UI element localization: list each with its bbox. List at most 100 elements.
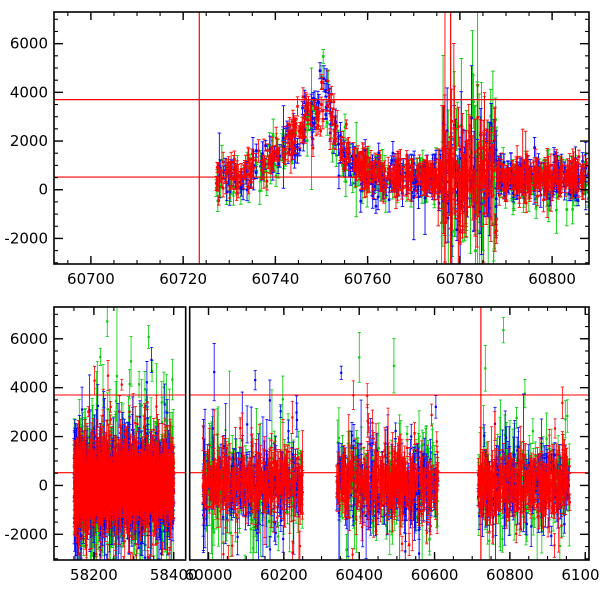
data-point [224, 168, 228, 172]
data-point [501, 170, 504, 173]
data-point [457, 125, 460, 128]
data-point [481, 146, 485, 150]
data-point [495, 166, 499, 170]
data-point [493, 231, 497, 235]
data-point [298, 148, 302, 152]
data-point [342, 147, 346, 151]
data-point [306, 106, 309, 110]
data-point [571, 185, 574, 189]
data-point [533, 172, 537, 176]
data-point [454, 179, 458, 182]
data-point [229, 187, 232, 190]
data-point [499, 180, 503, 184]
data-point [284, 148, 287, 151]
data-point [445, 159, 449, 162]
data-point [414, 178, 417, 182]
data-point [456, 190, 459, 194]
data-point [414, 182, 418, 186]
data-point [430, 163, 434, 167]
data-point [463, 196, 467, 199]
data-point [376, 161, 379, 165]
data-point [302, 124, 306, 127]
data-point [441, 215, 445, 218]
data-point [568, 160, 571, 163]
data-point [313, 122, 316, 125]
data-point [301, 106, 304, 110]
data-point [466, 173, 469, 177]
data-point [350, 154, 354, 158]
data-point [525, 182, 529, 186]
data-point [572, 190, 576, 194]
data-point [262, 165, 265, 168]
data-point [549, 187, 553, 190]
data-point [586, 197, 589, 200]
data-point [464, 190, 468, 194]
data-point [426, 183, 429, 187]
data-point [220, 177, 224, 180]
data-point [390, 181, 394, 185]
data-point [327, 91, 331, 95]
data-point [522, 164, 526, 167]
data-point [334, 153, 338, 157]
data-point [245, 188, 249, 192]
data-point [341, 154, 344, 157]
data-point [419, 177, 423, 181]
data-point [311, 123, 315, 127]
data-point [373, 173, 377, 176]
data-point [491, 168, 495, 172]
data-point [423, 196, 427, 200]
data-point [371, 194, 374, 198]
data-point [444, 221, 447, 224]
data-point [555, 208, 558, 212]
data-point [220, 159, 224, 162]
data-point [284, 136, 287, 139]
data-point [474, 249, 477, 252]
data-point [354, 176, 357, 180]
data-point [357, 167, 360, 170]
data-point [293, 140, 297, 144]
data-point [536, 194, 539, 198]
data-point [405, 165, 409, 169]
data-point [266, 149, 269, 152]
data-point [577, 155, 581, 159]
data-point [230, 182, 233, 186]
data-point [428, 167, 432, 171]
data-point [492, 139, 496, 143]
data-point [563, 170, 566, 174]
data-point [498, 180, 501, 184]
data-point [381, 186, 385, 190]
data-point [437, 201, 441, 205]
data-point [273, 163, 276, 166]
data-point [236, 170, 239, 174]
data-point [406, 169, 410, 172]
data-point [326, 105, 329, 108]
data-point [254, 171, 258, 175]
data-point [270, 146, 274, 150]
data-point [446, 168, 450, 172]
data-point [305, 139, 309, 142]
data-point [555, 173, 558, 177]
data-point [262, 162, 266, 165]
data-point [364, 157, 368, 161]
data-point [258, 189, 262, 193]
data-point [343, 125, 347, 129]
data-point [553, 164, 557, 168]
data-point [257, 149, 260, 153]
data-point [511, 191, 515, 195]
data-point [311, 116, 314, 120]
data-point [412, 196, 416, 199]
data-point [232, 160, 236, 164]
data-point [378, 154, 382, 157]
data-point [455, 128, 459, 131]
data-point [417, 195, 420, 199]
data-point [303, 135, 307, 139]
data-point [296, 105, 299, 108]
data-point [370, 173, 374, 177]
data-point [313, 104, 316, 107]
data-point [405, 153, 409, 157]
data-point [393, 170, 397, 174]
data-point [377, 187, 381, 191]
data-point [239, 177, 242, 180]
data-point [389, 173, 392, 177]
data-point [532, 184, 535, 187]
